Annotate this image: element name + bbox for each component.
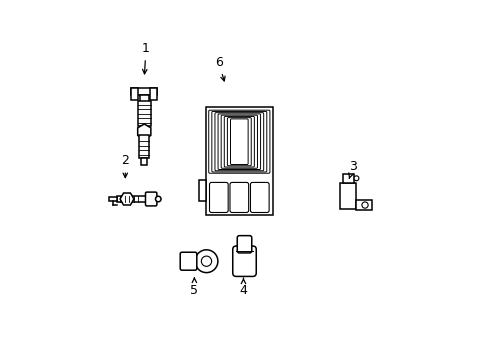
Text: 5: 5 — [190, 278, 198, 297]
FancyBboxPatch shape — [131, 88, 157, 95]
FancyBboxPatch shape — [150, 88, 157, 100]
Text: 4: 4 — [239, 278, 247, 297]
FancyBboxPatch shape — [141, 158, 147, 165]
Text: 6: 6 — [214, 56, 224, 81]
FancyBboxPatch shape — [356, 200, 371, 210]
FancyBboxPatch shape — [342, 174, 353, 183]
Text: 3: 3 — [348, 160, 357, 178]
Circle shape — [155, 196, 161, 202]
FancyBboxPatch shape — [237, 236, 251, 253]
Polygon shape — [120, 193, 134, 205]
FancyBboxPatch shape — [199, 180, 205, 201]
Polygon shape — [138, 124, 151, 139]
Text: 2: 2 — [121, 154, 129, 177]
FancyBboxPatch shape — [180, 252, 196, 270]
Circle shape — [201, 256, 211, 266]
Circle shape — [195, 250, 218, 273]
FancyBboxPatch shape — [232, 246, 256, 276]
FancyBboxPatch shape — [138, 100, 150, 126]
FancyBboxPatch shape — [117, 196, 146, 202]
FancyBboxPatch shape — [250, 183, 268, 212]
FancyBboxPatch shape — [131, 88, 138, 100]
Text: 1: 1 — [142, 42, 150, 74]
FancyBboxPatch shape — [229, 183, 248, 212]
FancyBboxPatch shape — [145, 192, 157, 206]
FancyBboxPatch shape — [139, 135, 149, 158]
FancyBboxPatch shape — [140, 95, 148, 104]
FancyBboxPatch shape — [339, 183, 356, 208]
Polygon shape — [109, 197, 117, 201]
Circle shape — [361, 202, 367, 208]
Circle shape — [353, 176, 358, 181]
FancyBboxPatch shape — [205, 107, 272, 215]
FancyBboxPatch shape — [209, 183, 228, 212]
